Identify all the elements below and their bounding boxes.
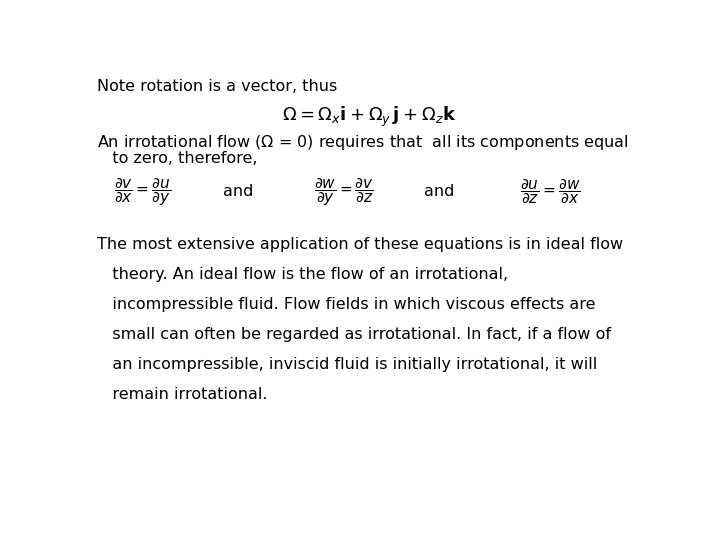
Text: $\Omega = \Omega_x\mathbf{i} + \Omega_y\,\mathbf{j} + \Omega_z\mathbf{k}$: $\Omega = \Omega_x\mathbf{i} + \Omega_y\… xyxy=(282,104,456,129)
Text: remain irrotational.: remain irrotational. xyxy=(97,387,268,402)
Text: an incompressible, inviscid fluid is initially irrotational, it will: an incompressible, inviscid fluid is ini… xyxy=(97,357,598,372)
Text: $\dfrac{\partial v}{\partial x} = \dfrac{\partial u}{\partial y}$: $\dfrac{\partial v}{\partial x} = \dfrac… xyxy=(114,176,171,207)
Text: to zero, therefore,: to zero, therefore, xyxy=(97,151,258,166)
Text: An irrotational flow ($\Omega$ = 0) requires that  all its components equal: An irrotational flow ($\Omega$ = 0) requ… xyxy=(97,133,629,152)
Text: Note rotation is a vector, thus: Note rotation is a vector, thus xyxy=(97,79,338,94)
Text: small can often be regarded as irrotational. In fact, if a flow of: small can often be regarded as irrotatio… xyxy=(97,327,611,342)
Text: and: and xyxy=(222,184,253,199)
Text: and: and xyxy=(423,184,454,199)
Text: theory. An ideal flow is the flow of an irrotational,: theory. An ideal flow is the flow of an … xyxy=(97,267,508,282)
Text: $\dfrac{\partial u}{\partial z} = \dfrac{\partial w}{\partial x}$: $\dfrac{\partial u}{\partial z} = \dfrac… xyxy=(520,177,580,206)
Text: The most extensive application of these equations is in ideal flow: The most extensive application of these … xyxy=(97,238,624,252)
Text: $\dfrac{\partial w}{\partial y} = \dfrac{\partial v}{\partial z}$: $\dfrac{\partial w}{\partial y} = \dfrac… xyxy=(314,176,374,207)
Text: incompressible fluid. Flow fields in which viscous effects are: incompressible fluid. Flow fields in whi… xyxy=(97,297,595,312)
